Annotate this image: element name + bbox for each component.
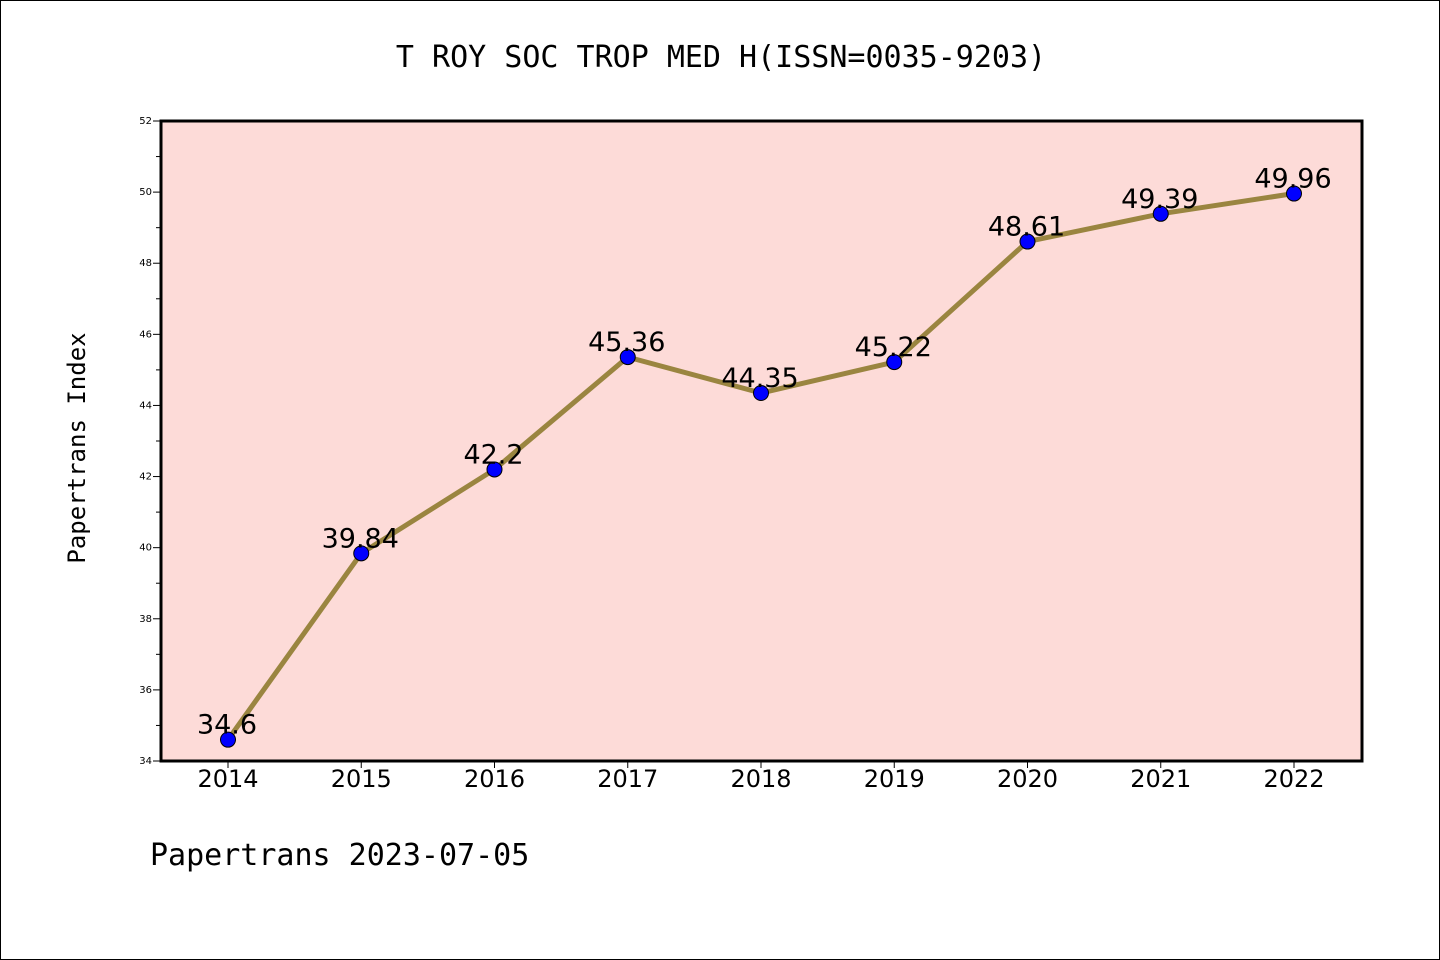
data-label: 49.39 [1121, 184, 1198, 215]
y-axis: 34 36 38 40 42 44 46 48 50 52 [139, 116, 161, 767]
data-point-marker [753, 385, 769, 401]
data-label: 42.2 [463, 439, 523, 470]
y-tick-label: 46 [139, 329, 152, 340]
data-label: 44.35 [721, 363, 798, 394]
data-label: 34.6 [197, 710, 257, 741]
data-point-marker [1152, 205, 1169, 222]
data-point-marker [353, 545, 370, 562]
y-tick-label: 36 [139, 685, 152, 696]
plot-area [159, 119, 1364, 763]
y-tick-label: 44 [139, 400, 152, 411]
data-point-marker [1286, 185, 1302, 202]
series-layer: 34.6 39.84 42.2 45.36 44.35 45.22 48.61 49.39 49… [197, 164, 1332, 748]
x-tick-label: 2021 [1130, 765, 1191, 793]
footer-credit: Papertrans 2023-07-05 [150, 838, 529, 873]
data-point-marker [220, 731, 236, 748]
x-tick-label: 2016 [464, 765, 525, 793]
y-tick-label: 40 [139, 543, 152, 554]
data-label: 49.96 [1254, 164, 1331, 195]
x-tick-label: 2014 [197, 765, 258, 793]
y-axis-label: Papertrans Index [63, 332, 91, 563]
y-tick-label: 34 [139, 756, 152, 767]
data-label: 45.22 [855, 332, 932, 363]
y-tick-label: 42 [139, 472, 152, 483]
chart-title: T ROY SOC TROP MED H(ISSN=0035-9203) [396, 40, 1046, 75]
x-tick-label: 2020 [997, 765, 1058, 793]
data-point-marker [486, 461, 503, 478]
x-tick-label: 2015 [331, 765, 392, 793]
y-tick-label: 52 [139, 116, 152, 127]
data-point-marker [1019, 233, 1036, 250]
y-tick-label: 48 [139, 258, 152, 269]
data-label: 39.84 [322, 523, 399, 554]
x-tick-label: 2017 [597, 765, 658, 793]
x-tick-label: 2018 [730, 765, 791, 793]
x-axis: 2014 2015 2016 2017 2018 2019 2020 2021 2022 [197, 761, 1325, 793]
data-label: 48.61 [988, 212, 1065, 243]
data-label: 45.36 [588, 327, 665, 358]
data-point-marker [886, 354, 903, 371]
x-tick-label: 2019 [864, 765, 925, 793]
x-tick-label: 2022 [1263, 765, 1324, 793]
y-tick-label: 38 [139, 614, 152, 625]
y-tick-label: 50 [139, 187, 152, 198]
data-point-marker [619, 349, 636, 366]
